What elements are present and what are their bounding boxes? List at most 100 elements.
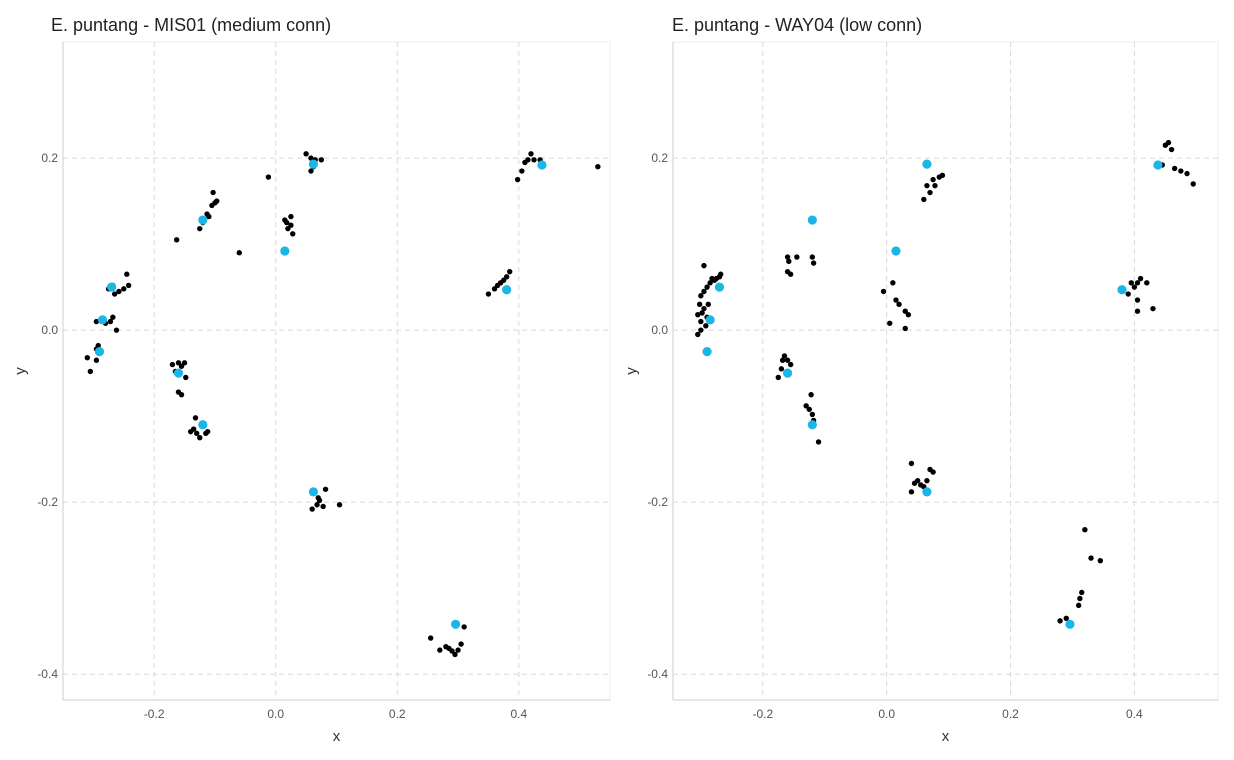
y-tick-label: 0.0 xyxy=(651,323,668,337)
data-point xyxy=(107,318,114,325)
data-point xyxy=(288,222,294,228)
data-point xyxy=(452,651,458,658)
x-tick-label: -0.2 xyxy=(752,707,773,721)
data-point xyxy=(283,219,290,226)
data-point xyxy=(531,157,537,163)
data-point xyxy=(315,495,321,501)
data-point xyxy=(1097,557,1104,564)
reference-point xyxy=(537,160,547,170)
y-tick-label: -0.2 xyxy=(37,495,58,509)
x-axis-title: x xyxy=(333,728,341,745)
data-point xyxy=(528,151,534,157)
data-point xyxy=(87,368,94,375)
data-point xyxy=(939,172,946,179)
chart-panel-2: -0.2 0.0 0.2 0.4 -0.4 -0.2 0.0 0.2 x y E. puntang … xyxy=(623,15,1219,745)
data-point xyxy=(781,353,788,359)
data-point xyxy=(810,260,817,266)
reference-point xyxy=(714,282,725,292)
data-point xyxy=(1079,589,1085,596)
data-point xyxy=(704,284,710,290)
data-point xyxy=(1137,275,1144,282)
data-point xyxy=(808,391,814,398)
reference-point xyxy=(1153,160,1163,170)
data-point xyxy=(194,430,200,437)
data-point xyxy=(698,327,704,333)
data-point xyxy=(893,297,899,303)
data-point xyxy=(1082,526,1088,533)
data-point xyxy=(183,374,189,381)
data-point xyxy=(455,647,461,653)
reference-point xyxy=(922,487,932,497)
data-point xyxy=(288,213,294,220)
data-point xyxy=(930,176,936,183)
y-axis-title: y xyxy=(12,367,29,375)
data-point xyxy=(308,155,314,161)
data-point xyxy=(308,168,314,174)
chart-title: E. puntang - WAY04 (low conn) xyxy=(672,15,922,35)
data-point xyxy=(779,357,786,363)
data-point xyxy=(437,647,443,653)
reference-point xyxy=(451,619,461,629)
x-tick-label: 0.2 xyxy=(1002,707,1019,721)
x-tick-label: 0.4 xyxy=(510,707,527,721)
data-point xyxy=(116,288,122,295)
data-point xyxy=(1131,284,1138,290)
data-point xyxy=(1165,139,1172,146)
data-point xyxy=(784,254,791,260)
data-point xyxy=(896,301,902,308)
data-point xyxy=(336,502,343,508)
data-point xyxy=(707,280,713,286)
data-point xyxy=(93,318,100,325)
data-point xyxy=(485,291,492,297)
reference-point xyxy=(807,215,817,225)
data-point xyxy=(290,231,296,237)
x-tick-label: 0.2 xyxy=(389,707,406,721)
data-point xyxy=(95,342,101,349)
data-point xyxy=(784,268,791,275)
data-point xyxy=(794,254,800,260)
data-point xyxy=(930,469,936,475)
x-tick-label: -0.2 xyxy=(144,707,165,721)
data-point xyxy=(924,477,930,484)
data-point xyxy=(190,426,197,432)
data-point xyxy=(113,327,120,333)
reference-point xyxy=(107,282,117,292)
data-point xyxy=(902,325,908,332)
data-point xyxy=(908,460,915,467)
data-point xyxy=(1150,305,1156,312)
reference-point xyxy=(891,246,901,256)
data-point xyxy=(698,293,704,299)
data-point xyxy=(236,250,242,256)
data-point xyxy=(778,366,785,372)
data-point xyxy=(806,406,812,412)
reference-point xyxy=(173,368,184,378)
data-point xyxy=(701,262,707,269)
data-point xyxy=(1063,615,1069,621)
data-point xyxy=(815,439,822,445)
data-point xyxy=(786,258,792,265)
reference-point xyxy=(502,285,512,295)
data-point xyxy=(1128,280,1134,286)
data-point xyxy=(803,403,809,409)
data-point xyxy=(93,357,100,363)
data-point xyxy=(905,311,912,318)
reference-point xyxy=(198,420,208,430)
data-point xyxy=(507,268,513,275)
data-point xyxy=(698,318,704,325)
data-point xyxy=(1190,181,1196,187)
data-point xyxy=(111,291,118,297)
data-point xyxy=(890,280,896,286)
data-point xyxy=(775,374,781,381)
data-point xyxy=(206,213,212,220)
data-point xyxy=(181,360,188,366)
data-point xyxy=(921,196,927,203)
chart-title: E. puntang - MIS01 (medium conn) xyxy=(51,15,331,35)
data-point xyxy=(1168,146,1175,153)
data-point xyxy=(197,225,203,232)
panel-border xyxy=(672,41,1219,701)
data-point xyxy=(701,305,707,312)
reference-point xyxy=(308,487,319,497)
y-tick-label: 0.2 xyxy=(41,151,58,165)
data-point xyxy=(192,415,199,421)
